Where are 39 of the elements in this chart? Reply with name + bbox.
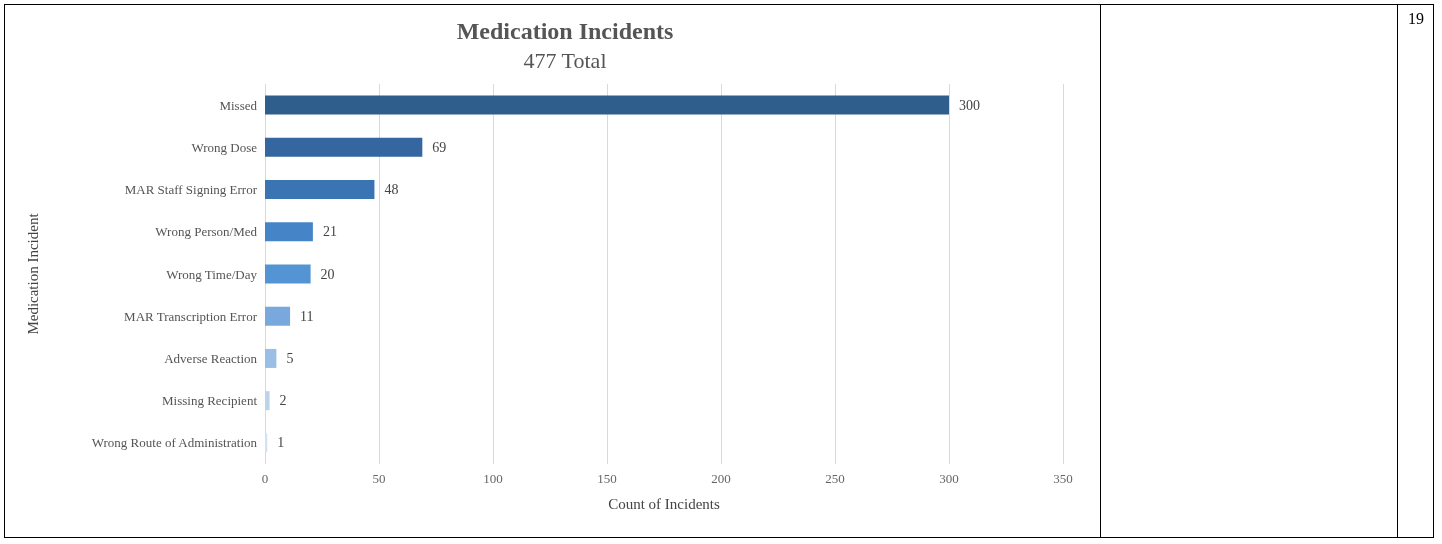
bar (265, 306, 291, 326)
data-label: 48 (384, 182, 399, 198)
y-tick-label: MAR Transcription Error (124, 308, 258, 324)
bar (265, 264, 311, 284)
y-tick-label: Wrong Time/Day (166, 266, 258, 282)
x-tick-label: 100 (483, 471, 503, 486)
y-tick-label: Adverse Reaction (164, 350, 258, 366)
bar (265, 391, 270, 411)
data-label: 300 (959, 97, 980, 113)
x-tick-label: 300 (939, 471, 959, 486)
bar (265, 95, 949, 115)
x-tick-label: 50 (372, 471, 386, 486)
y-tick-label: MAR Staff Signing Error (124, 182, 258, 198)
bar (265, 137, 423, 157)
data-label: 11 (300, 308, 314, 324)
x-axis-title: Count of Incidents (608, 495, 720, 512)
y-tick-label: Wrong Person/Med (155, 224, 258, 240)
bar (265, 222, 313, 242)
data-label: 2 (279, 393, 287, 409)
y-axis-title: Medication Incident (24, 212, 41, 335)
chart-subtitle: 477 Total (523, 47, 607, 73)
bar (265, 348, 277, 368)
chart-title: Medication Incidents (456, 18, 674, 44)
text: 19 (1408, 10, 1424, 28)
y-tick-label: Missing Recipient (162, 393, 258, 409)
x-tick-label: 150 (597, 471, 617, 486)
data-label: 1 (277, 435, 285, 451)
x-tick-label: 200 (711, 471, 731, 486)
x-tick-label: 350 (1053, 471, 1073, 486)
data-label: 20 (320, 266, 335, 282)
data-label: 5 (286, 350, 294, 366)
y-tick-label: Missed (219, 97, 258, 113)
bar (265, 180, 375, 200)
y-tick-label: Wrong Route of Administration (91, 435, 258, 451)
data-label: 21 (322, 224, 337, 240)
data-label: 69 (432, 139, 447, 155)
x-tick-label: 0 (261, 471, 269, 486)
y-tick-label: Wrong Dose (191, 139, 258, 155)
x-tick-label: 250 (825, 471, 845, 486)
